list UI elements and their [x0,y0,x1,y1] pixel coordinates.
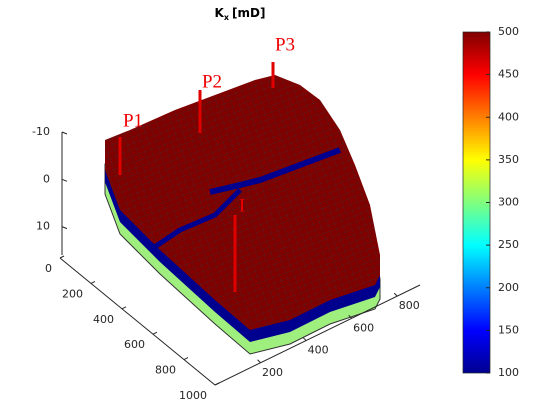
y-tick-label: 600 [353,321,374,334]
z-tick [61,131,68,135]
colorbar-tick-label: 450 [498,68,519,81]
x-axis [59,257,216,386]
well-label: P2 [202,71,222,92]
x-tick-label: 600 [124,338,145,351]
y-tick [257,359,261,364]
y-tick [348,314,353,319]
z-tick [61,226,68,230]
y-tick [393,292,398,297]
colorbar-tick-label: 150 [498,323,519,336]
y-tick-label: 400 [308,344,329,357]
z-tick [61,178,68,182]
well-label: P3 [275,34,295,55]
x-tick-label: 1000 [179,389,207,402]
x-tick-label: 800 [155,364,176,377]
grid-texture [105,75,380,330]
z-tick-label: -10 [32,125,50,138]
reservoir [104,75,381,355]
x-tick-label: 0 [45,262,52,275]
x-tick [59,255,65,259]
x-tick-label: 200 [62,287,83,300]
colorbar [462,31,491,374]
colorbar-tick-label: 250 [498,238,519,251]
well-label: P1 [123,110,143,131]
y-tick-label: 800 [399,299,420,312]
colorbar-tick-label: 100 [498,366,519,379]
chart-title: Kx [mD] [215,6,266,22]
z-tick-label: 10 [36,220,50,233]
x-tick [121,306,127,310]
y-axis [214,284,421,386]
fault-strip [148,188,242,253]
x-tick [152,331,158,335]
x-tick [90,280,96,284]
z-tick-label: 0 [43,172,50,185]
y-tick-label: 200 [262,366,283,379]
x-tick-label: 400 [93,313,114,326]
colorbar-tick-label: 300 [498,196,519,209]
fault-strip [209,147,342,195]
y-tick [302,337,307,341]
well-label: I [239,195,245,216]
colorbar-tick-label: 200 [498,281,519,294]
colorbar-tick-label: 500 [498,25,519,38]
x-tick [214,382,220,386]
colorbar-tick-label: 400 [498,110,519,123]
x-tick [183,357,189,361]
colorbar-tick-label: 350 [498,153,519,166]
